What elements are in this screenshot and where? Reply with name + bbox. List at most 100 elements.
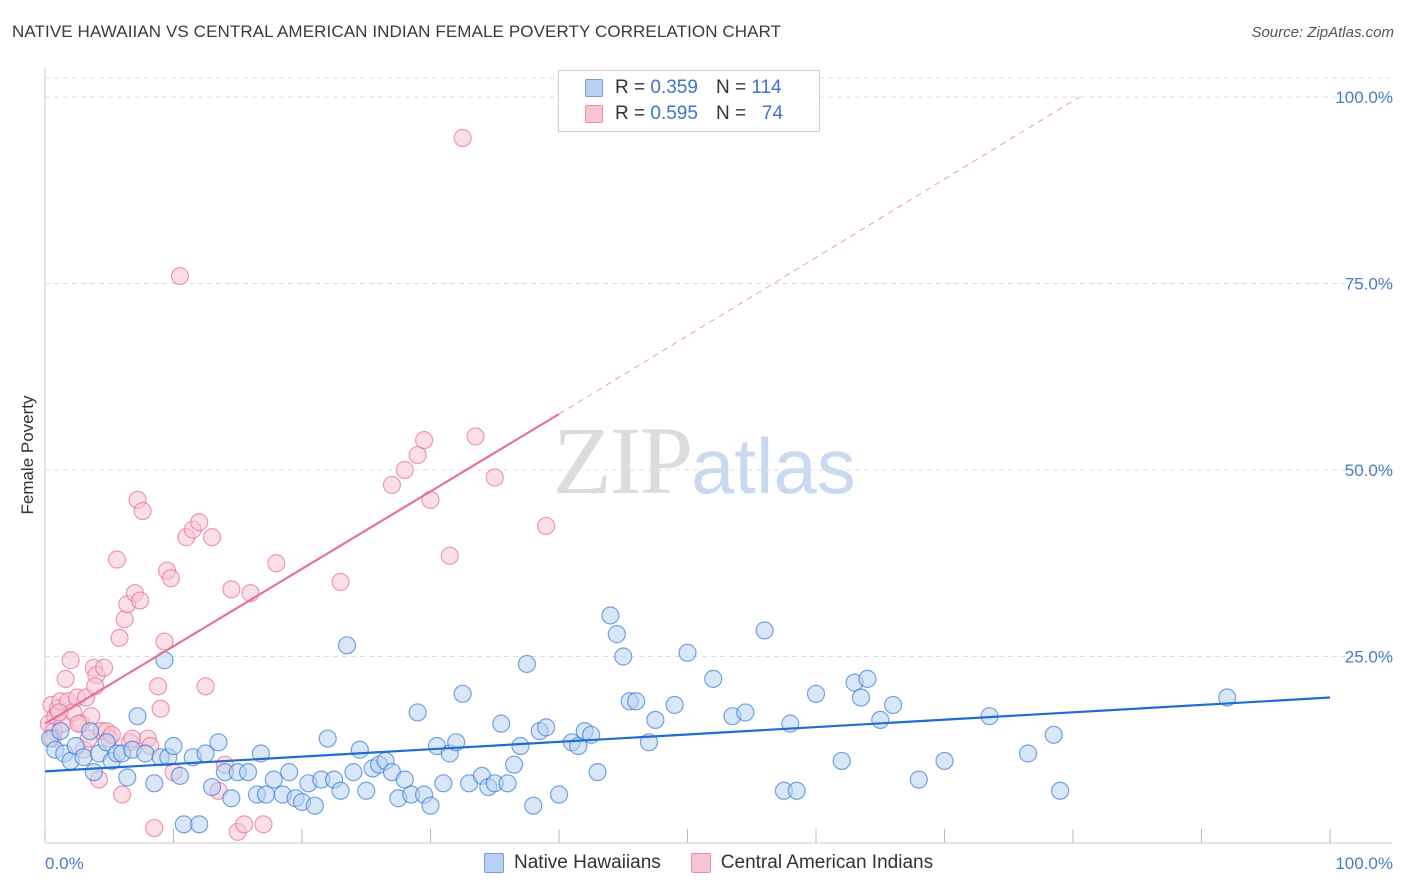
data-point-native-hawaiians <box>524 796 543 815</box>
data-point-central-american-indians <box>414 431 434 450</box>
legend-item-native-hawaiians: Native Hawaiians <box>484 852 661 874</box>
data-point-central-american-indians <box>440 546 459 565</box>
data-point-native-hawaiians <box>883 695 903 715</box>
data-point-native-hawaiians <box>164 736 183 756</box>
data-point-native-hawaiians <box>704 669 723 688</box>
data-point-native-hawaiians <box>174 815 193 834</box>
watermark-atlas: atlas <box>691 422 856 510</box>
data-point-native-hawaiians <box>646 710 665 730</box>
x-tick-label: 100.0% <box>1335 854 1393 873</box>
data-point-native-hawaiians <box>601 606 620 625</box>
data-point-native-hawaiians <box>357 781 376 800</box>
data-point-native-hawaiians <box>755 621 774 640</box>
data-point-central-american-indians <box>222 580 241 599</box>
trend-line-central-american-indians <box>44 413 560 725</box>
y-tick-label: 25.0% <box>1345 648 1393 667</box>
data-point-central-american-indians <box>267 554 286 573</box>
data-point-central-american-indians <box>95 658 114 677</box>
data-point-native-hawaiians <box>190 815 209 834</box>
data-point-native-hawaiians <box>511 736 530 756</box>
data-point-native-hawaiians <box>222 789 241 808</box>
data-point-native-hawaiians <box>1051 781 1070 800</box>
data-point-native-hawaiians <box>498 774 517 793</box>
data-point-native-hawaiians <box>202 777 222 797</box>
data-point-central-american-indians <box>133 501 152 521</box>
data-point-central-american-indians <box>537 516 556 536</box>
data-point-central-american-indians <box>196 677 215 696</box>
axes <box>44 68 1392 844</box>
watermark-zip: ZIP <box>553 407 693 514</box>
legend-item-central-american-indians: Central American Indians <box>690 852 934 874</box>
data-point-native-hawaiians <box>909 770 928 789</box>
data-point-native-hawaiians <box>128 707 147 726</box>
data-point-native-hawaiians <box>434 774 453 793</box>
data-point-central-american-indians <box>395 460 414 480</box>
watermark: ZIPatlas <box>553 405 856 516</box>
data-point-native-hawaiians <box>549 785 569 804</box>
data-point-central-american-indians <box>485 468 504 487</box>
data-point-central-american-indians <box>145 818 164 838</box>
legend-swatch-blue <box>585 79 603 97</box>
legend-r-label: R = <box>615 103 646 124</box>
legend-swatch-pink <box>585 105 603 123</box>
y-tick-label: 100.0% <box>1335 88 1393 107</box>
series-legend: Native Hawaiians Central American Indian… <box>484 852 963 874</box>
series-native-hawaiians <box>41 606 1237 834</box>
data-point-native-hawaiians <box>344 763 363 782</box>
data-point-native-hawaiians <box>350 740 369 759</box>
data-point-central-american-indians <box>107 550 127 569</box>
data-point-native-hawaiians <box>626 692 646 711</box>
data-point-native-hawaiians <box>1018 744 1038 763</box>
data-point-native-hawaiians <box>145 774 164 793</box>
data-point-native-hawaiians <box>256 785 276 804</box>
data-point-native-hawaiians <box>588 763 607 782</box>
data-point-native-hawaiians <box>665 695 684 715</box>
data-point-native-hawaiians <box>331 781 350 800</box>
data-point-native-hawaiians <box>337 636 357 655</box>
data-point-central-american-indians <box>331 572 350 592</box>
data-point-central-american-indians <box>235 815 254 834</box>
data-point-native-hawaiians <box>639 733 659 752</box>
data-point-native-hawaiians <box>280 763 299 782</box>
legend-label: Native Hawaiians <box>514 852 661 873</box>
data-point-native-hawaiians <box>537 718 556 737</box>
data-point-native-hawaiians <box>614 647 633 666</box>
legend-row-central-american-indians: R = 0.595 N = 74 <box>585 102 783 126</box>
data-point-central-american-indians <box>61 651 80 670</box>
data-point-native-hawaiians <box>318 729 337 748</box>
series-central-american-indians <box>39 128 556 841</box>
data-point-native-hawaiians <box>80 721 100 741</box>
data-point-central-american-indians <box>151 699 170 718</box>
data-point-native-hawaiians <box>238 763 258 782</box>
data-point-central-american-indians <box>112 785 132 804</box>
data-point-central-american-indians <box>161 569 181 588</box>
legend-n-label: N = <box>715 77 747 98</box>
data-point-native-hawaiians <box>453 684 472 703</box>
data-point-native-hawaiians <box>136 744 155 763</box>
y-tick-label: 75.0% <box>1345 275 1393 294</box>
data-point-native-hawaiians <box>305 796 324 815</box>
data-point-native-hawaiians <box>408 703 427 722</box>
data-point-native-hawaiians <box>97 733 116 752</box>
data-point-native-hawaiians <box>1218 688 1237 707</box>
data-point-central-american-indians <box>115 610 134 629</box>
data-point-native-hawaiians <box>51 721 70 741</box>
trend-line-native-hawaiians <box>44 696 1331 773</box>
legend-swatch-pink <box>690 853 711 873</box>
legend-n-label: N = <box>715 103 747 124</box>
legend-r-value: 0.595 <box>650 103 698 124</box>
legend-row-native-hawaiians: R = 0.359 N = 114 <box>585 76 782 100</box>
data-point-native-hawaiians <box>74 748 93 767</box>
data-point-central-american-indians <box>56 669 75 688</box>
data-point-central-american-indians <box>382 475 402 495</box>
data-point-native-hawaiians <box>858 669 877 688</box>
data-point-central-american-indians <box>170 266 190 286</box>
tick-labels: 25.0% 50.0% 75.0% 100.0% 0.0% 100.0% <box>45 88 1393 873</box>
data-point-native-hawaiians <box>492 714 511 733</box>
legend-label: Central American Indians <box>720 852 934 873</box>
data-point-native-hawaiians <box>832 751 851 771</box>
data-point-native-hawaiians <box>678 643 697 662</box>
stats-legend: R = 0.359 N = 114 R = 0.595 N = 74 <box>558 70 820 132</box>
legend-n-value: 114 <box>751 77 782 98</box>
